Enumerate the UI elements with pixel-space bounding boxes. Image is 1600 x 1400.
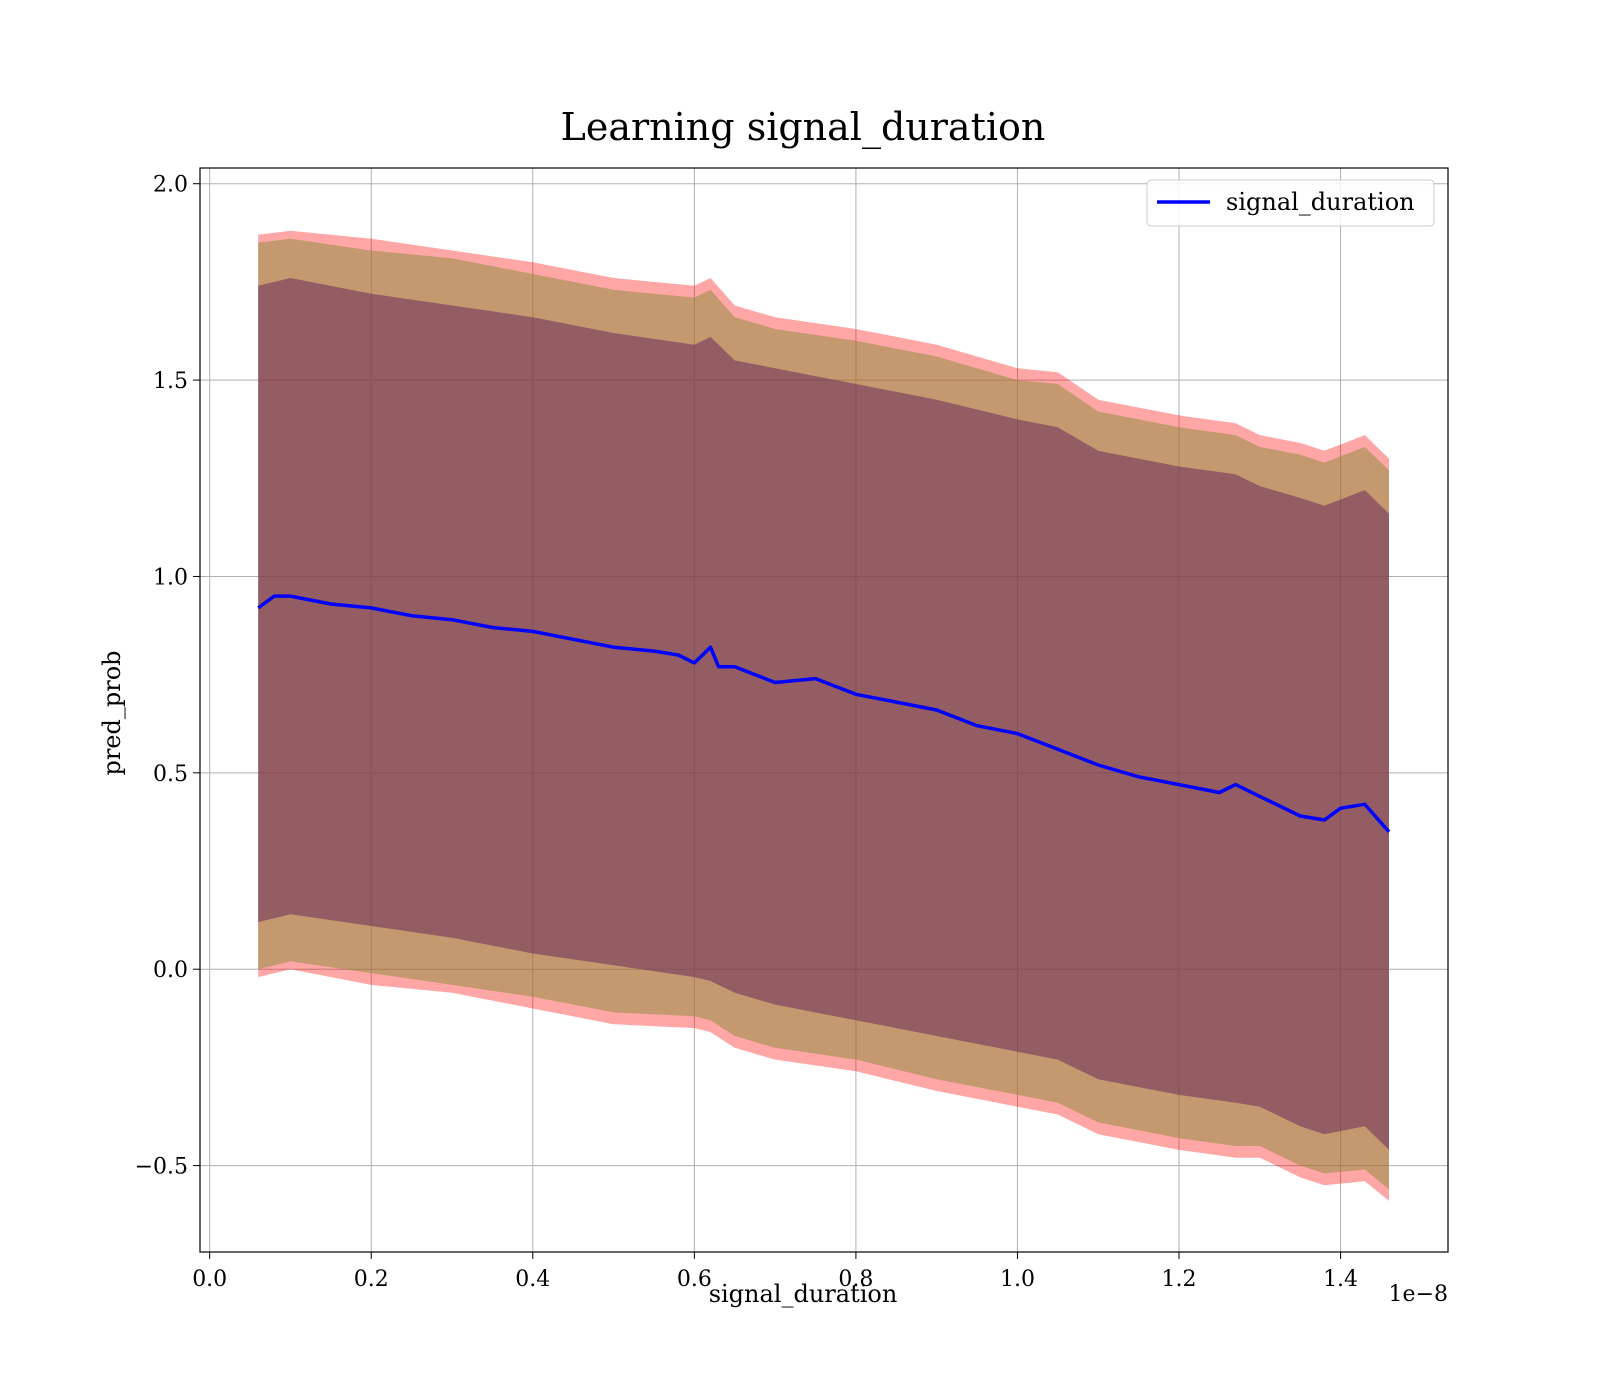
- plot-frame: [199, 167, 1449, 1253]
- y-tick-label: 0.5: [153, 762, 188, 787]
- y-tick-label: 1.0: [153, 565, 188, 590]
- legend: signal_duration: [1146, 179, 1435, 227]
- x-axis-label: signal_duration: [709, 1280, 898, 1308]
- legend-box: [1146, 179, 1435, 227]
- x-axis-offset-text: 1e−8: [1389, 1282, 1448, 1307]
- x-tick-label: 0.6: [677, 1267, 712, 1292]
- band-inner: [258, 278, 1390, 1150]
- chart-title: Learning signal_duration: [561, 105, 1046, 150]
- x-tick-label: 0.2: [354, 1267, 389, 1292]
- x-tick-label: 1.0: [1000, 1267, 1035, 1292]
- y-tick-label: 1.5: [153, 369, 188, 394]
- y-axis-label: pred_prob: [98, 650, 126, 775]
- y-tick-label: 0.0: [153, 958, 188, 983]
- x-tick-label: 0.4: [515, 1267, 550, 1292]
- y-tick-label: 2.0: [153, 173, 188, 198]
- series-line: [257, 594, 1391, 833]
- x-tick-label: 0.8: [838, 1267, 873, 1292]
- series-lines: [257, 594, 1391, 833]
- x-tick-label: 1.2: [1162, 1267, 1197, 1292]
- legend-label: signal_duration: [1226, 188, 1415, 216]
- y-tick-label: −0.5: [135, 1155, 188, 1180]
- axis-ticks: 0.0 0.2 0.4 0.6 0.8 1.0 1.2 1.4 −0.5 0.0 0.5 1.0 1.5…: [135, 173, 1358, 1292]
- x-tick-label: 1.4: [1323, 1267, 1358, 1292]
- confidence-bands: [258, 230, 1390, 1201]
- x-tick-label: 0.0: [192, 1267, 227, 1292]
